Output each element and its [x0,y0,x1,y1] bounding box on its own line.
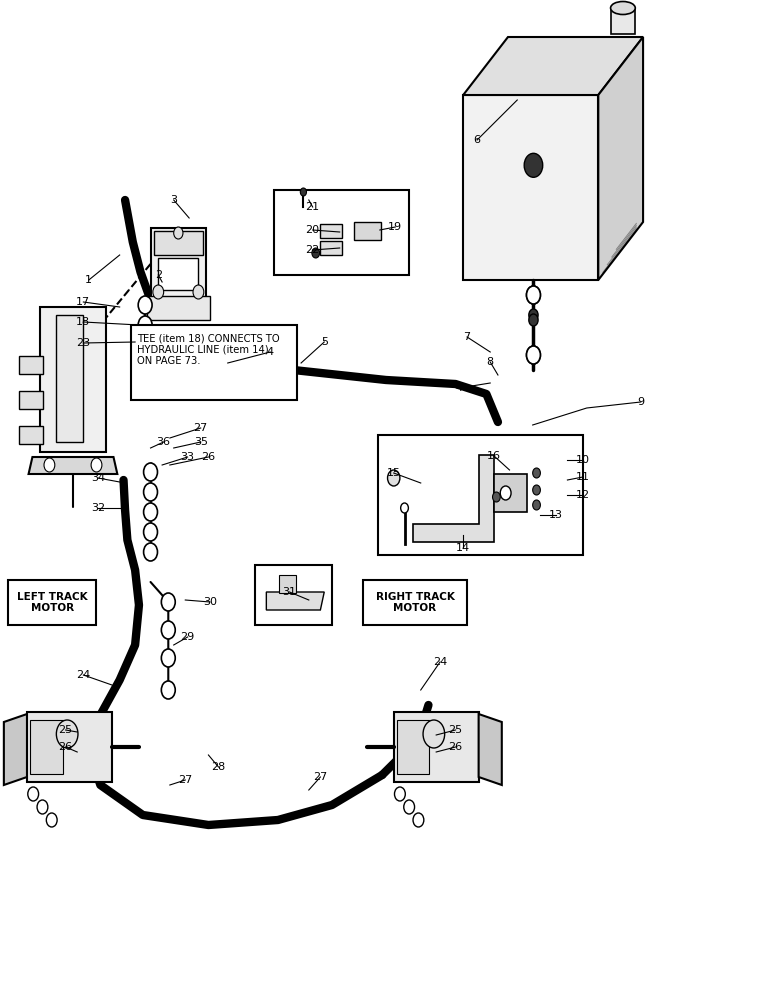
Polygon shape [598,37,643,280]
Text: 18: 18 [76,317,90,327]
Bar [363,580,467,625]
Text: 34: 34 [91,473,105,483]
Text: 15: 15 [387,468,401,478]
Bar [354,222,381,240]
Circle shape [524,153,543,177]
Circle shape [394,787,405,801]
Bar [611,8,635,34]
Circle shape [533,468,540,478]
Text: 5: 5 [320,337,328,347]
Circle shape [533,485,540,495]
Circle shape [44,458,55,472]
Text: 28: 28 [212,762,225,772]
Bar [158,258,198,290]
Bar [320,224,342,238]
Circle shape [91,458,102,472]
Circle shape [161,593,175,611]
Circle shape [174,227,183,239]
Circle shape [153,285,164,299]
Bar [274,190,409,275]
Bar [131,325,297,400]
Bar [154,231,203,255]
Text: 21: 21 [306,202,320,212]
Text: 23: 23 [76,338,90,348]
Circle shape [500,486,511,500]
Circle shape [144,523,157,541]
Circle shape [156,357,168,373]
Text: 35: 35 [194,437,208,447]
Circle shape [527,286,540,304]
Text: TEE (item 18) CONNECTS TO
HYDRAULIC LINE (item 14)
ON PAGE 73.: TEE (item 18) CONNECTS TO HYDRAULIC LINE… [137,333,280,366]
Text: 13: 13 [549,510,563,520]
Circle shape [423,720,445,748]
Text: 20: 20 [306,225,320,235]
Circle shape [529,309,538,321]
Circle shape [527,346,540,364]
Circle shape [144,463,157,481]
Bar [147,296,210,320]
Bar [8,580,96,625]
Text: 26: 26 [449,742,462,752]
Bar [27,712,112,782]
Circle shape [401,503,408,513]
Bar [279,575,296,593]
Text: 25: 25 [449,725,462,735]
Text: 7: 7 [463,332,471,342]
Text: 14: 14 [456,543,470,553]
Text: 27: 27 [194,423,208,433]
Circle shape [28,787,39,801]
Text: 19: 19 [388,222,402,232]
Text: 31: 31 [283,587,296,597]
Bar [255,565,332,625]
Circle shape [138,316,152,334]
Circle shape [300,188,306,196]
Circle shape [493,492,500,502]
Polygon shape [463,37,643,95]
Ellipse shape [611,1,635,14]
Bar [494,474,527,512]
Bar [397,720,429,774]
Circle shape [404,800,415,814]
Text: 9: 9 [637,397,645,407]
Polygon shape [479,714,502,785]
Text: 8: 8 [486,357,494,367]
Circle shape [144,543,157,561]
Text: 17: 17 [76,297,90,307]
Bar [19,356,43,374]
Bar [40,307,106,452]
Polygon shape [29,457,117,474]
Text: 2: 2 [154,270,162,280]
Polygon shape [266,592,324,610]
Bar [30,720,63,774]
Text: 24: 24 [76,670,90,680]
Circle shape [144,483,157,501]
Bar [378,435,583,555]
Text: 10: 10 [576,455,590,465]
Text: 30: 30 [203,597,217,607]
Text: 26: 26 [59,742,73,752]
Text: LEFT TRACK
MOTOR: LEFT TRACK MOTOR [17,592,87,613]
Polygon shape [413,455,494,542]
Text: 11: 11 [576,472,590,482]
Bar [151,228,206,300]
Text: 4: 4 [266,347,274,357]
Text: 33: 33 [181,452,195,462]
Bar [19,391,43,409]
Text: 25: 25 [59,725,73,735]
Text: 24: 24 [433,657,447,667]
Text: 4: 4 [455,383,463,393]
Circle shape [413,813,424,827]
Bar [320,241,342,255]
Text: 3: 3 [170,195,178,205]
Circle shape [527,346,540,364]
Text: 26: 26 [201,452,215,462]
Text: 27: 27 [178,775,192,785]
Circle shape [388,470,400,486]
Circle shape [144,503,157,521]
Bar [19,426,43,444]
Polygon shape [4,714,27,785]
Text: 12: 12 [576,490,590,500]
Text: 32: 32 [91,503,105,513]
Circle shape [533,500,540,510]
Bar [56,315,83,442]
